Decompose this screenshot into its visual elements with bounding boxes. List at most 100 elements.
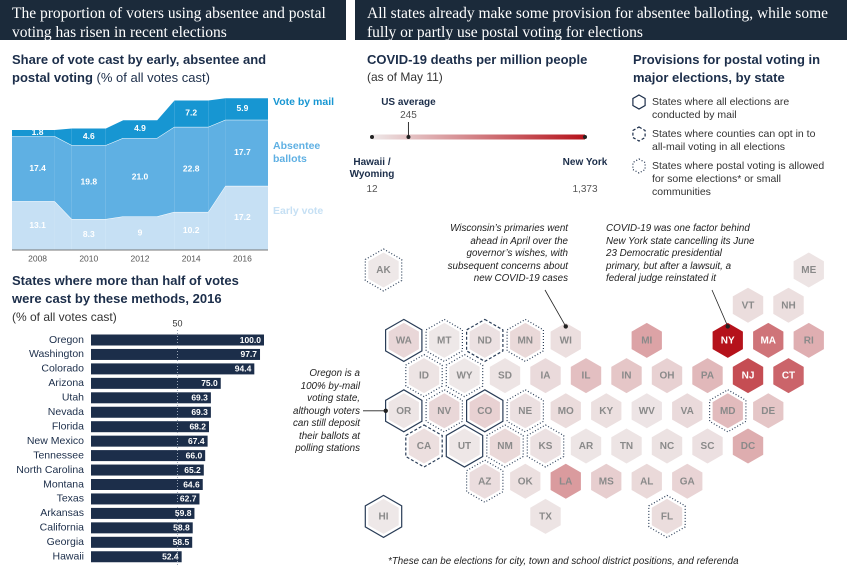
scale-value: 12 [366,184,378,195]
value-label: 59.8 [175,508,192,518]
value-label: 5.9 [236,103,248,113]
legend-swatch [632,158,646,174]
bar [91,392,211,404]
state-hex [732,358,764,394]
x-tick-label: 2008 [28,253,47,263]
subtitle: (% of all votes cast) [12,310,117,324]
value-label: 4.9 [134,123,146,133]
scale-value: 245 [400,110,417,121]
value-label: 69.3 [191,393,208,403]
state-hex [631,393,662,429]
leader-dot [725,324,730,329]
legend-label: Early vote [273,204,324,217]
legend-title: Provisions for postal voting in major el… [633,52,821,85]
state-hex [368,252,399,288]
state-label: SD [498,371,512,382]
scale-label: Hawaii / Wyoming [349,157,395,180]
state-label: CA [417,441,431,452]
state-hex [631,463,662,499]
legend-label: Vote by mail [273,95,335,108]
state-label: NV [437,406,451,417]
scale-min [370,135,374,139]
value-label: 17.4 [29,163,46,173]
state-label: IN [622,371,632,382]
state-label: OK [518,476,534,487]
state-label: UT [458,441,471,452]
chart-title: States where more than half of votes wer… [12,273,239,306]
state-hex [651,498,683,534]
state-label: ND [478,336,492,347]
value-label: 10.2 [183,225,200,235]
value-label: 4.6 [83,131,95,141]
state-label: NC [660,441,674,452]
bar [91,421,209,433]
bar [91,507,195,519]
area-segment [12,129,55,137]
state-label: KS [539,441,553,452]
provision-outline [648,494,686,539]
area-segment [225,97,268,120]
legend-label: States where counties can opt in to all-… [652,128,816,153]
value-label: 67.4 [188,436,205,446]
value-label: 62.7 [180,494,197,504]
state-label: OR [396,406,412,417]
leader-line [544,289,567,327]
state-label: TN [620,441,633,452]
legend-swatch [632,126,646,142]
provision-outline [445,424,484,468]
state-hex [753,393,784,429]
bar [91,363,255,375]
area-segment [71,145,106,220]
chart-title: Share of vote cast by early, absentee an… [12,51,287,87]
chart-title: COVID-19 deaths per million people [367,52,588,67]
state-label: FL [661,512,673,523]
scale-label: New York [562,157,608,168]
provision-outline [364,248,403,292]
state-hex [651,428,683,464]
state-hex [732,287,764,323]
state-label: WY [456,371,472,382]
area-segment [12,201,55,250]
annotation: Wisconsin’s primaries went ahead in Apri… [447,223,568,284]
value-label: 58.8 [173,523,190,533]
y-tick-label: Montana [43,478,84,490]
area-transition [54,136,72,220]
state-label: LA [559,476,572,487]
provision-outline [405,353,443,398]
bar [91,493,200,505]
bar [91,464,204,476]
state-label: NH [781,300,795,311]
state-hex [793,322,824,358]
state-label: WI [560,336,572,347]
state-hex [489,358,521,394]
legend-swatch [632,94,646,110]
state-hex [692,428,723,464]
state-label: VT [742,300,755,311]
area-transition [208,119,226,212]
title: Share of vote cast by early, absentee an… [12,52,267,85]
state-label: MD [720,406,736,417]
provision-outline [385,318,423,363]
state-label: NY [721,336,735,347]
area-segment [174,126,209,212]
x-tick-label: 50 [172,318,182,328]
state-hex [773,358,804,394]
value-label: 68.2 [189,421,206,431]
state-label: NM [497,441,513,452]
state-label: GA [680,476,695,487]
state-label: CO [477,406,492,417]
state-label: AZ [478,476,491,487]
value-label: 7.2 [185,108,197,118]
area-segment [71,127,106,146]
leader-line [711,289,729,327]
state-label: MA [760,336,776,347]
provision-outline [486,424,524,468]
state-hex [611,358,642,394]
value-label: 17.2 [234,212,251,222]
bar [91,522,193,534]
state-hex [712,322,743,358]
state-label: AK [376,265,391,276]
state-label: AR [579,441,594,452]
state-label: RI [804,336,814,347]
